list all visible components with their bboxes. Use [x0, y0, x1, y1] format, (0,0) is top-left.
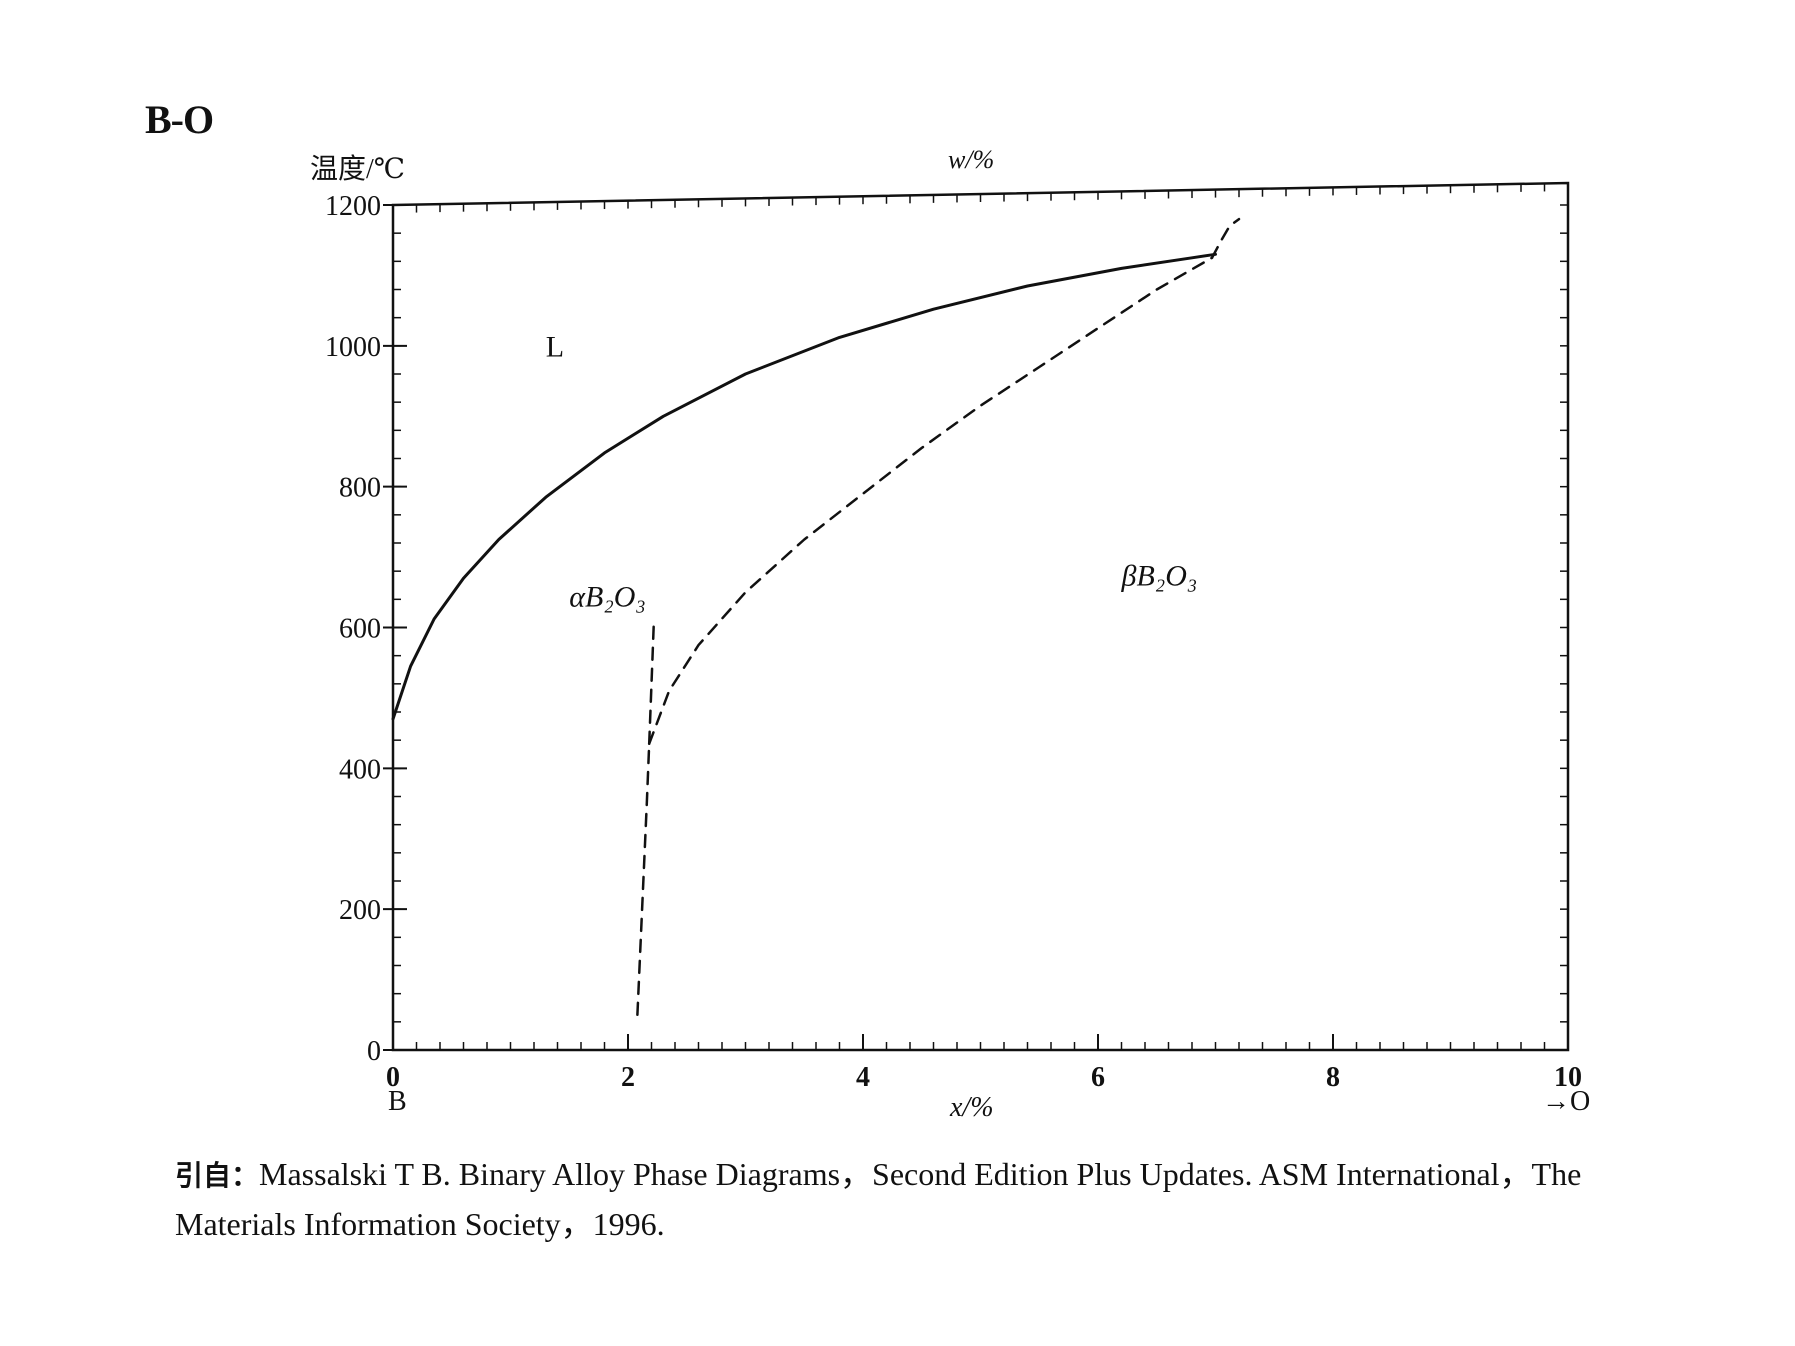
region-label: αB₂O₃	[569, 580, 646, 613]
x-tick-label: 4	[856, 1062, 870, 1093]
y-tick-label: 200	[339, 895, 381, 926]
y-tick-label: 600	[339, 614, 381, 645]
left-end-label: B	[388, 1086, 407, 1117]
y-axis-label: 温度/℃	[310, 153, 405, 185]
plot-border	[391, 181, 1570, 1052]
x-tick-label: 0	[386, 1062, 400, 1093]
top-axis-label: w/%	[948, 145, 994, 174]
y-tick-label: 0	[367, 1036, 381, 1067]
region-label: L	[546, 330, 564, 363]
x-tick-label: 2	[621, 1062, 635, 1093]
y-tick-label: 1200	[325, 191, 381, 222]
phase-boundaries	[391, 217, 1241, 1017]
citation: 引自：Massalski T B. Binary Alloy Phase Dia…	[175, 1150, 1775, 1248]
x-tick-label: 6	[1091, 1062, 1105, 1093]
system-title: B-O	[145, 97, 214, 142]
citation-line-1: Massalski T B. Binary Alloy Phase Diagra…	[259, 1156, 1582, 1192]
y-tick-label: 400	[339, 754, 381, 785]
citation-lead: 引自：	[175, 1159, 260, 1192]
liquidus-curve	[391, 252, 1217, 721]
region-label: βB₂O₃	[1121, 559, 1198, 592]
x-tick-label: 8	[1326, 1062, 1340, 1093]
phase-boundary-dashed-2	[1210, 217, 1241, 260]
x-axis-label: x/%	[949, 1092, 994, 1123]
plot-frame	[391, 181, 1570, 1052]
y-tick-label: 1000	[325, 332, 381, 363]
citation-line-2: Materials Information Society，1996.	[175, 1206, 665, 1242]
phase-boundary-dashed-1	[647, 256, 1214, 745]
phase-boundary-dashed-3	[636, 742, 651, 1017]
right-end-label: →O	[1542, 1086, 1590, 1117]
axis-ticks: 0 2 4 6 8 10 0 200 400 600 800 1000 1200	[325, 183, 1582, 1093]
phase-boundary-dashed-4	[647, 619, 656, 745]
y-tick-label: 800	[339, 473, 381, 504]
x-tick-label: 10	[1554, 1062, 1582, 1093]
